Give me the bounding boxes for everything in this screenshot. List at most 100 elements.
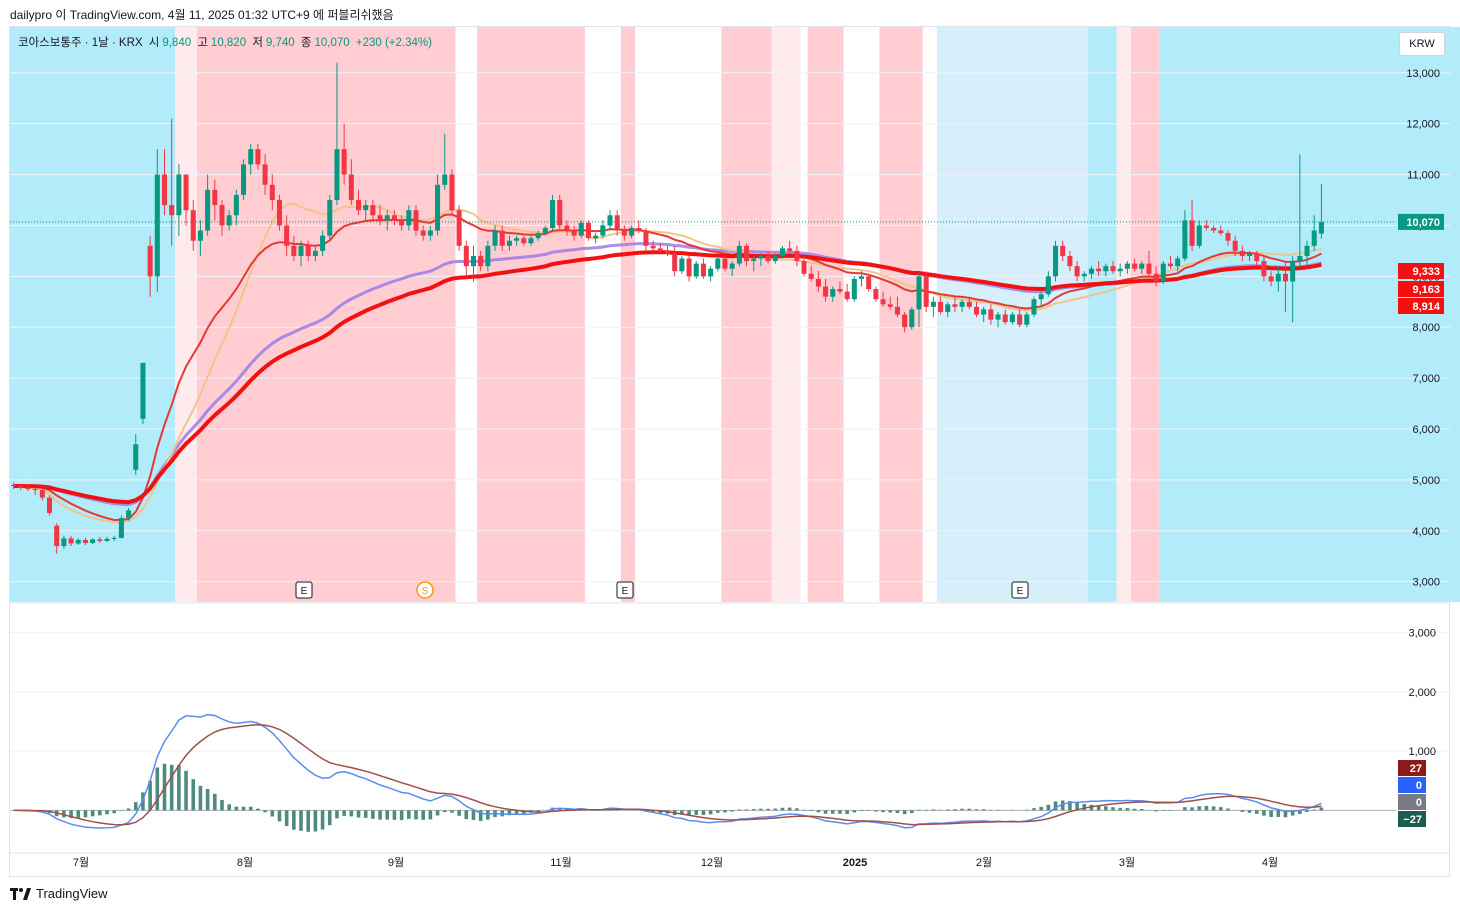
candle-body: [600, 225, 606, 236]
candle: [722, 255, 728, 272]
candle: [82, 537, 88, 546]
candle-body: [1139, 263, 1145, 269]
candle-body: [212, 189, 218, 206]
candle: [1024, 311, 1030, 328]
ma-value-badge-text: 8,914: [1412, 301, 1440, 313]
candle: [664, 245, 671, 256]
price-badge-layer: 10,070 9,333 9,163 8,914 27 0 0 −27: [1398, 213, 1444, 827]
candle: [427, 225, 433, 241]
candle-body: [39, 490, 45, 498]
candle: [1124, 261, 1130, 274]
candle-body: [463, 245, 469, 267]
candle-body: [305, 245, 311, 256]
candle: [1282, 261, 1288, 312]
candle: [1153, 266, 1159, 287]
price-tick-label: 6,000: [1412, 424, 1440, 436]
time-tick-label: 4월: [1262, 856, 1278, 869]
candle: [39, 487, 45, 501]
candle-body: [298, 245, 304, 256]
candle-body: [82, 539, 88, 543]
candle-body: [708, 268, 714, 277]
candle-body: [334, 149, 340, 201]
candle: [233, 189, 239, 226]
candle: [1175, 255, 1181, 272]
candle-body: [1239, 250, 1245, 256]
split-marker-circle: [416, 581, 434, 599]
change-value: +230 (+2.34%): [355, 37, 432, 49]
candle-body: [348, 174, 354, 201]
candle: [18, 483, 24, 491]
candle: [945, 301, 951, 318]
candle-body: [643, 230, 649, 246]
candle: [1268, 271, 1274, 287]
candle-body: [823, 286, 829, 297]
candle: [68, 535, 74, 547]
grid-layer: [10, 72, 1450, 854]
ma-value-badge-bg: [1398, 281, 1444, 297]
event-marker-earnings[interactable]: E: [1011, 581, 1029, 599]
candle-body: [1024, 314, 1030, 325]
candle: [176, 164, 182, 236]
candle: [1060, 240, 1066, 262]
candle-body: [779, 248, 785, 256]
event-marker-earnings[interactable]: E: [295, 581, 313, 599]
candle: [334, 62, 340, 206]
candle-body: [571, 230, 577, 236]
candle-body: [133, 444, 139, 470]
candle-body: [341, 149, 347, 175]
candle: [643, 227, 649, 251]
ma-value-badge: 9,163: [1398, 281, 1444, 297]
earnings-marker-label: E: [301, 586, 308, 597]
candle: [205, 174, 211, 236]
candle-body: [650, 245, 656, 249]
candle: [988, 304, 994, 325]
regime-band-bull: [620, 27, 636, 602]
candle-body: [830, 289, 836, 297]
candle: [787, 240, 793, 254]
candle-body: [32, 489, 38, 491]
candle: [801, 255, 807, 277]
candle-body: [744, 245, 750, 262]
candle-body: [542, 227, 548, 234]
candle: [1045, 271, 1051, 297]
candle: [700, 258, 706, 279]
candle: [514, 235, 520, 246]
time-tick-label: 11월: [550, 856, 572, 869]
candle-body: [550, 200, 556, 228]
tradingview-logo[interactable]: TradingView: [10, 886, 108, 901]
symbol-name[interactable]: 코아스보통주 · 1날 · KRX: [18, 37, 143, 49]
macd-value-badge-bg: [1398, 777, 1426, 793]
candle-body: [930, 301, 936, 307]
candle: [585, 220, 591, 241]
candle-body: [521, 238, 527, 244]
candle-body: [226, 215, 232, 226]
event-marker-split[interactable]: S: [416, 581, 434, 599]
candle: [751, 255, 757, 272]
event-marker-earnings[interactable]: E: [616, 581, 634, 599]
macd-value-badge: 0: [1398, 777, 1426, 793]
candle-body: [794, 250, 800, 262]
macd-line: [13, 713, 1322, 829]
candle-body: [61, 538, 67, 547]
candle-body: [183, 174, 189, 211]
currency-button[interactable]: KRW: [1399, 32, 1445, 56]
regime-band-bull: [477, 27, 585, 602]
candle: [470, 245, 476, 282]
candle-body: [1067, 255, 1073, 267]
tradingview-logo-icon: [10, 887, 31, 900]
candle: [1275, 266, 1281, 292]
candle-body: [1002, 314, 1008, 323]
candle: [837, 281, 843, 295]
candle-body: [1103, 266, 1109, 272]
candle-body: [837, 289, 843, 292]
price-tick-label: 3,000: [1412, 577, 1440, 589]
candle: [859, 271, 865, 287]
candle-body: [147, 245, 153, 277]
candle-body: [506, 240, 512, 246]
candle-body: [887, 304, 893, 307]
candle: [758, 253, 764, 267]
candle: [1017, 309, 1023, 328]
candle: [973, 301, 980, 318]
candle: [506, 235, 512, 251]
